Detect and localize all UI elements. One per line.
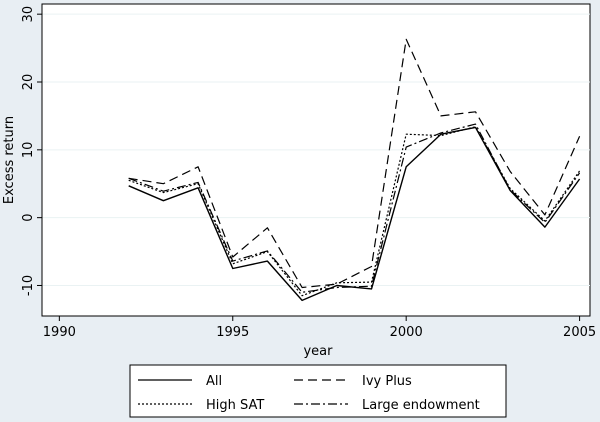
legend-box: [129, 364, 507, 418]
legend-label: Large endowment: [362, 398, 480, 413]
y-tick-label: 10: [21, 142, 36, 159]
series-lines: [128, 38, 581, 302]
series-line-ivy-plus: [128, 38, 581, 289]
y-axis: -10 0 10 20 30: [21, 4, 43, 316]
x-tick-label: 1995: [216, 325, 249, 340]
legend-label: High SAT: [206, 398, 264, 413]
x-tick-label: 1990: [43, 325, 76, 340]
x-tick-label: 2000: [390, 325, 423, 340]
x-axis-label: year: [303, 344, 333, 359]
y-tick-label: 30: [21, 6, 36, 23]
gridlines: [42, 13, 590, 286]
x-tick-label: 2005: [563, 325, 596, 340]
y-tick-label: 20: [21, 74, 36, 91]
legend-label: Ivy Plus: [362, 374, 412, 389]
y-tick-label: 0: [21, 214, 36, 222]
y-axis-label: Excess return: [2, 116, 17, 204]
y-tick-label: -10: [21, 275, 36, 296]
legend: All Ivy Plus High SAT Large endowment: [129, 364, 507, 418]
x-axis: 1990 1995 2000 2005: [42, 315, 596, 340]
series-line-large-endowment: [128, 123, 581, 293]
legend-label: All: [206, 374, 222, 389]
plot-area: [41, 3, 591, 317]
